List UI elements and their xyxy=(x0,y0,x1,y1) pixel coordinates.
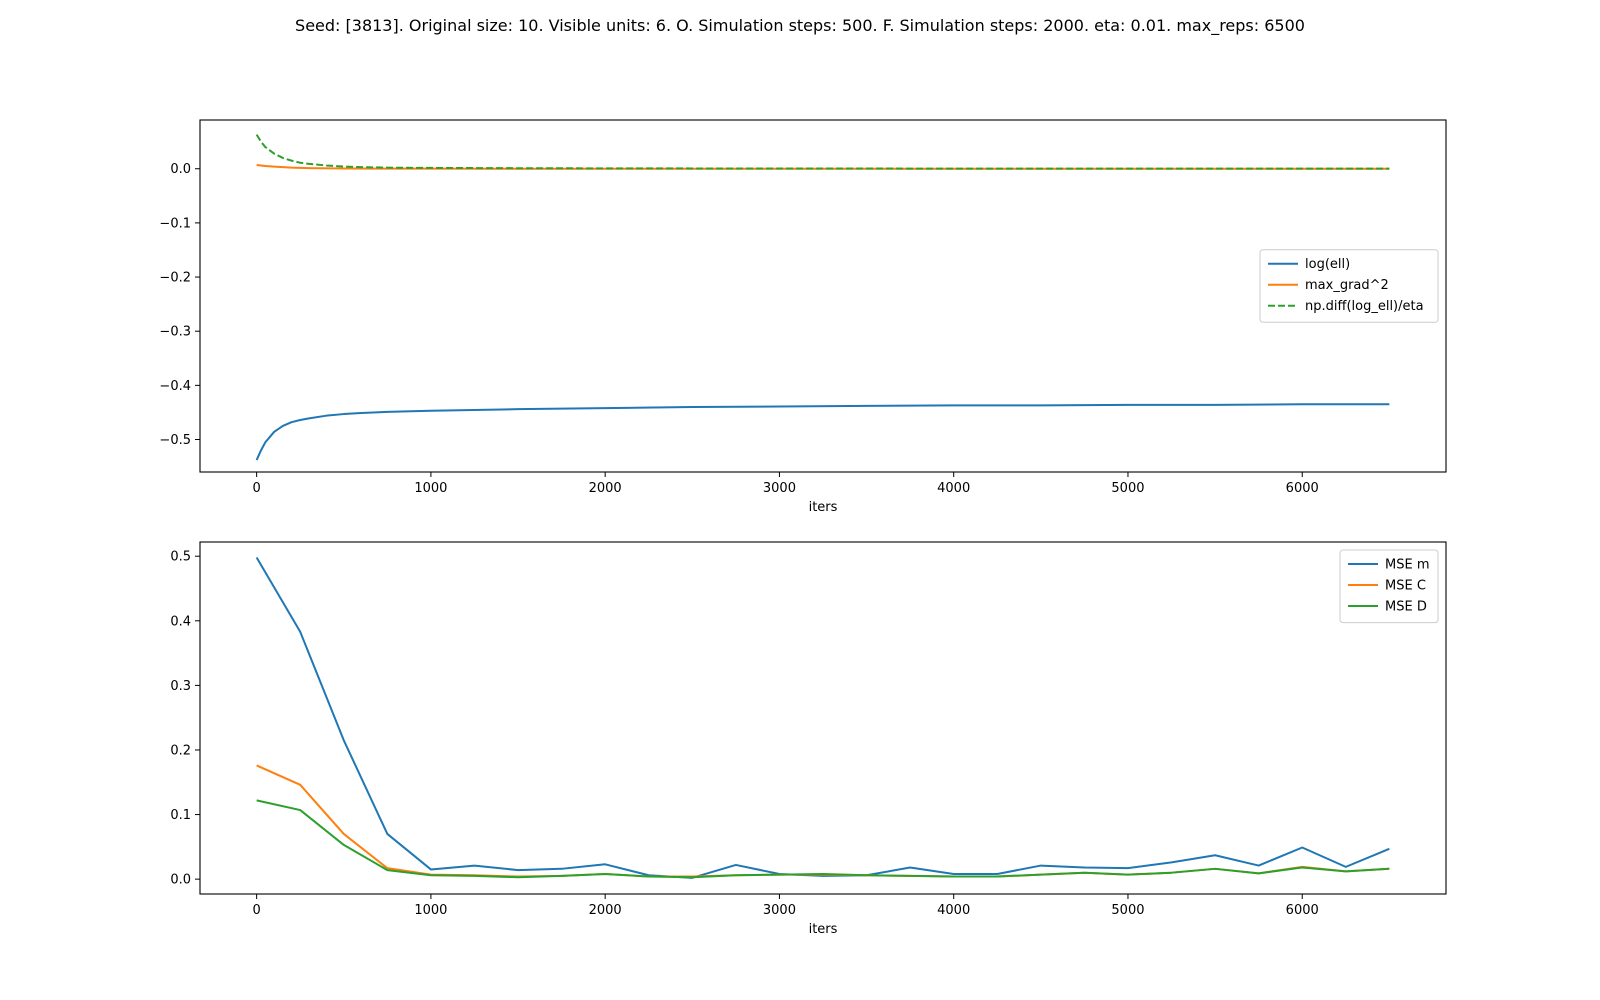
legend: MSE m MSE C MSE D xyxy=(1339,549,1439,624)
y-tick-label: 0.4 xyxy=(170,614,191,629)
y-tick-label: −0.1 xyxy=(159,216,191,231)
x-tick-label: 1000 xyxy=(414,481,447,496)
x-tick-label: 4000 xyxy=(937,481,970,496)
y-tick-label: 0.5 xyxy=(170,550,191,565)
legend-label-mse-m: MSE m xyxy=(1385,558,1429,573)
y-tick-label: −0.5 xyxy=(159,433,191,448)
x-tick-label: 4000 xyxy=(937,903,970,918)
series-line-log-ell xyxy=(255,403,1390,461)
legend-label-max-grad-2: max_grad^2 xyxy=(1305,278,1389,293)
x-tick-label: 0 xyxy=(252,481,260,496)
legend: log(ell) max_grad^2 np.diff(log_ell)/eta xyxy=(1259,249,1439,323)
x-axis-label: iters xyxy=(809,500,838,515)
x-tick-label: 3000 xyxy=(763,481,796,496)
x-tick-label: 6000 xyxy=(1286,481,1319,496)
x-tick-label: 2000 xyxy=(589,481,622,496)
y-tick-label: 0.0 xyxy=(170,873,191,888)
x-tick-label: 3000 xyxy=(763,903,796,918)
legend-box xyxy=(1339,549,1439,624)
y-tick-label: 0.1 xyxy=(170,808,191,823)
figure-title: Seed: [3813]. Original size: 10. Visible… xyxy=(295,16,1305,35)
series-line-mse-c xyxy=(256,764,1390,878)
y-tick-label: 0.3 xyxy=(170,679,191,694)
x-tick-label: 0 xyxy=(252,903,260,918)
legend-label-mse-d: MSE D xyxy=(1385,600,1427,615)
y-tick-label: −0.2 xyxy=(159,271,191,286)
x-tick-label: 5000 xyxy=(1111,481,1144,496)
y-tick-label: −0.4 xyxy=(159,379,191,394)
legend-label-log-ell: log(ell) xyxy=(1305,257,1350,272)
y-tick-label: −0.3 xyxy=(159,325,191,340)
x-tick-label: 6000 xyxy=(1286,903,1319,918)
y-tick-label: 0.0 xyxy=(170,162,191,177)
y-tick-label: 0.2 xyxy=(170,743,191,758)
x-tick-label: 1000 xyxy=(414,903,447,918)
legend-label-mse-c: MSE C xyxy=(1385,579,1426,594)
series-line-np-diff-log-ell-eta xyxy=(255,134,1390,170)
axes-frame xyxy=(199,119,1447,473)
chart-top: 0 1000 2000 3000 4000 5000 6000 −0.5 −0.4 −0.3 −0.… xyxy=(159,119,1447,515)
x-tick-label: 2000 xyxy=(589,903,622,918)
series-line-mse-m xyxy=(255,556,1390,879)
x-tick-label: 5000 xyxy=(1111,903,1144,918)
legend-box xyxy=(1259,249,1439,323)
chart-bottom: 0 1000 2000 3000 4000 5000 6000 0.0 0.1 0.2 0.3 0.4… xyxy=(170,541,1447,937)
legend-label-np-diff-log-ell-eta: np.diff(log_ell)/eta xyxy=(1305,299,1424,314)
axes-frame xyxy=(199,541,1447,895)
series-line-mse-d xyxy=(256,799,1390,879)
x-axis-label: iters xyxy=(809,922,838,937)
